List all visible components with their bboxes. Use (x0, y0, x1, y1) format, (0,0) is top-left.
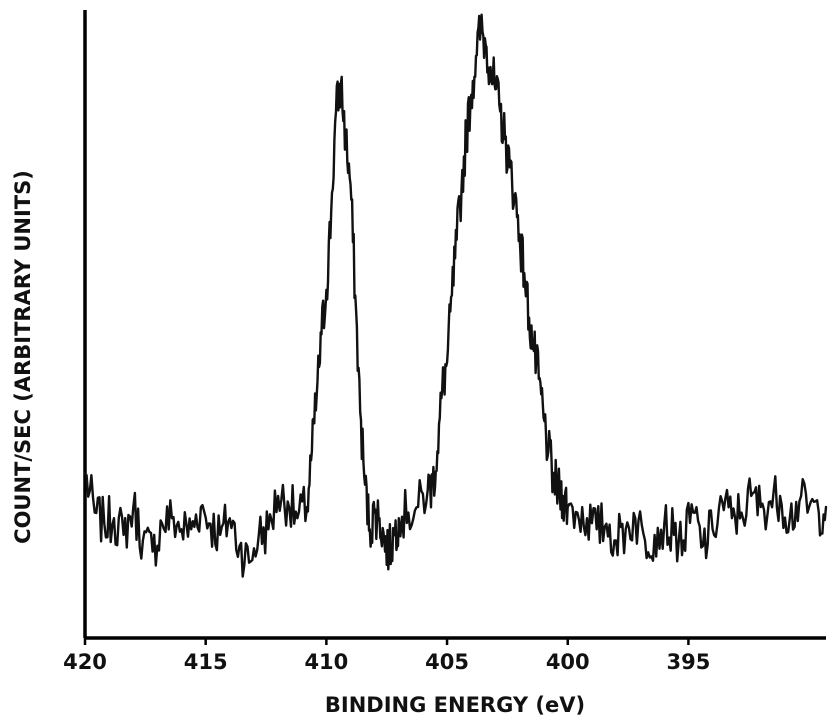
spectrum-series-line (83, 13, 828, 578)
y-axis-label: COUNT/SEC (ARBITRARY UNITS) (11, 170, 35, 544)
x-tick-label: 405 (425, 650, 469, 674)
x-tick-label: 415 (184, 650, 228, 674)
x-tick-label: 395 (666, 650, 710, 674)
x-tick-label: 420 (63, 650, 107, 674)
x-axis-label: BINDING ENERGY (eV) (325, 693, 585, 717)
plot-area: 420 415 410 405 400 395 (63, 10, 828, 674)
x-tick-label: 400 (546, 650, 590, 674)
x-tick-label: 410 (304, 650, 348, 674)
x-axis-ticks: 420 415 410 405 400 395 (63, 638, 710, 674)
